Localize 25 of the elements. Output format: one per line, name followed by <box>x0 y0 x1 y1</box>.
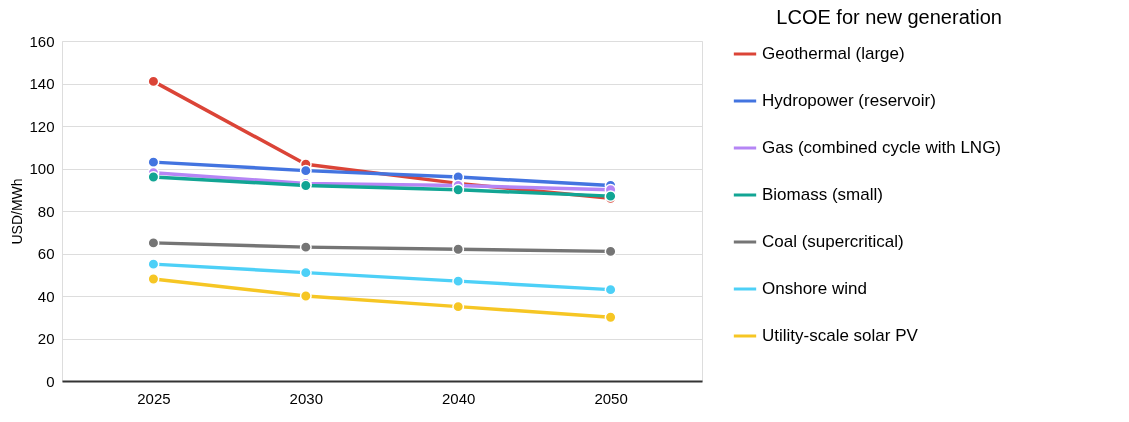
x-tick-label: 2050 <box>594 389 628 407</box>
y-tick-label: 160 <box>29 32 55 50</box>
legend-label: Hydropower (reservoir) <box>762 91 936 110</box>
x-tick-label: 2030 <box>289 389 323 407</box>
y-tick-label: 20 <box>37 330 55 347</box>
legend-label: Utility-scale solar PV <box>762 326 919 345</box>
y-tick-label: 100 <box>29 160 55 177</box>
y-tick-label: 40 <box>37 287 55 305</box>
y-tick-label: 140 <box>29 75 55 92</box>
y-tick-label: 80 <box>37 202 55 220</box>
point <box>299 290 312 302</box>
y-tick-label: 60 <box>37 245 55 262</box>
legend-label: Onshore wind <box>762 279 867 298</box>
legend-label: Geothermal (large) <box>762 44 905 63</box>
text: LCOE for new generation <box>776 6 1002 28</box>
point <box>452 183 465 196</box>
x-tick-label: 2040 <box>442 389 476 407</box>
y-tick-label: 120 <box>29 117 55 135</box>
y-axis-title: USD/MWh <box>9 178 26 245</box>
legend-label: Coal (supercritical) <box>762 232 904 251</box>
legend-label: Gas (combined cycle with LNG) <box>762 138 1002 157</box>
x-tick-label: 2025 <box>137 389 171 407</box>
legend-label: Biomass (small) <box>762 185 883 204</box>
point <box>452 243 465 256</box>
y-tick-label: 0 <box>46 372 55 390</box>
